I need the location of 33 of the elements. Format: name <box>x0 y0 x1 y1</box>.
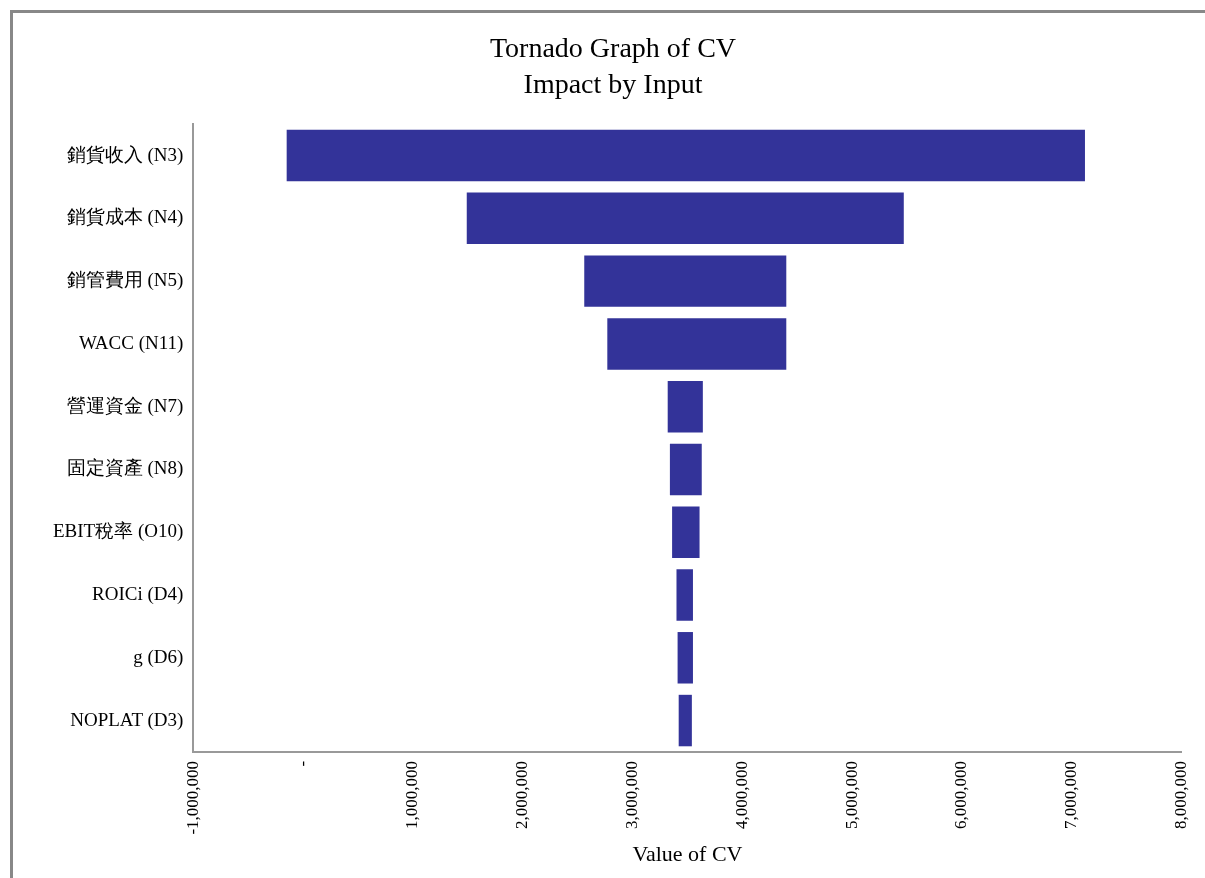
x-tick-label: 3,000,000 <box>622 760 642 829</box>
y-tick-label: EBIT稅率 (O10) <box>52 520 184 543</box>
bar <box>607 318 787 370</box>
x-tick-label: 2,000,000 <box>512 760 532 829</box>
x-tick-label: 5,000,000 <box>841 760 861 829</box>
bar <box>466 192 904 245</box>
y-tick-label: WACC (N11) <box>79 331 184 354</box>
y-tick-label: 固定資產 (N8) <box>66 457 184 480</box>
bar <box>584 255 787 307</box>
x-tick-label: 1,000,000 <box>402 760 422 829</box>
bar <box>677 632 693 684</box>
bar <box>667 380 703 433</box>
bar <box>286 129 1085 182</box>
bar <box>676 569 693 621</box>
y-tick-label: g (D6) <box>133 645 184 668</box>
x-tick-label: - <box>292 760 312 767</box>
y-tick-label: 銷貨成本 (N4) <box>66 206 184 229</box>
y-tick-label: 銷管費用 (N5) <box>66 269 184 292</box>
x-tick-label: 4,000,000 <box>731 760 751 829</box>
bar <box>678 694 692 747</box>
y-tick-label: 營運資金 (N7) <box>66 394 184 417</box>
y-tick-label: ROICi (D4) <box>92 582 184 605</box>
y-tick-label: NOPLAT (D3) <box>70 708 184 731</box>
bar <box>669 443 702 496</box>
x-tick-label: -1,000,000 <box>182 760 202 835</box>
x-tick-label: 8,000,000 <box>1171 760 1191 829</box>
bar <box>672 506 700 558</box>
x-axis-title: Value of CV <box>632 840 743 866</box>
chart-title: Tornado Graph of CV <box>489 32 737 64</box>
chart-subtitle: Impact by Input <box>523 67 703 99</box>
x-tick-label: 7,000,000 <box>1061 760 1081 829</box>
y-tick-label: 銷貨收入 (N3) <box>66 143 184 166</box>
x-tick-label: 6,000,000 <box>951 760 971 829</box>
